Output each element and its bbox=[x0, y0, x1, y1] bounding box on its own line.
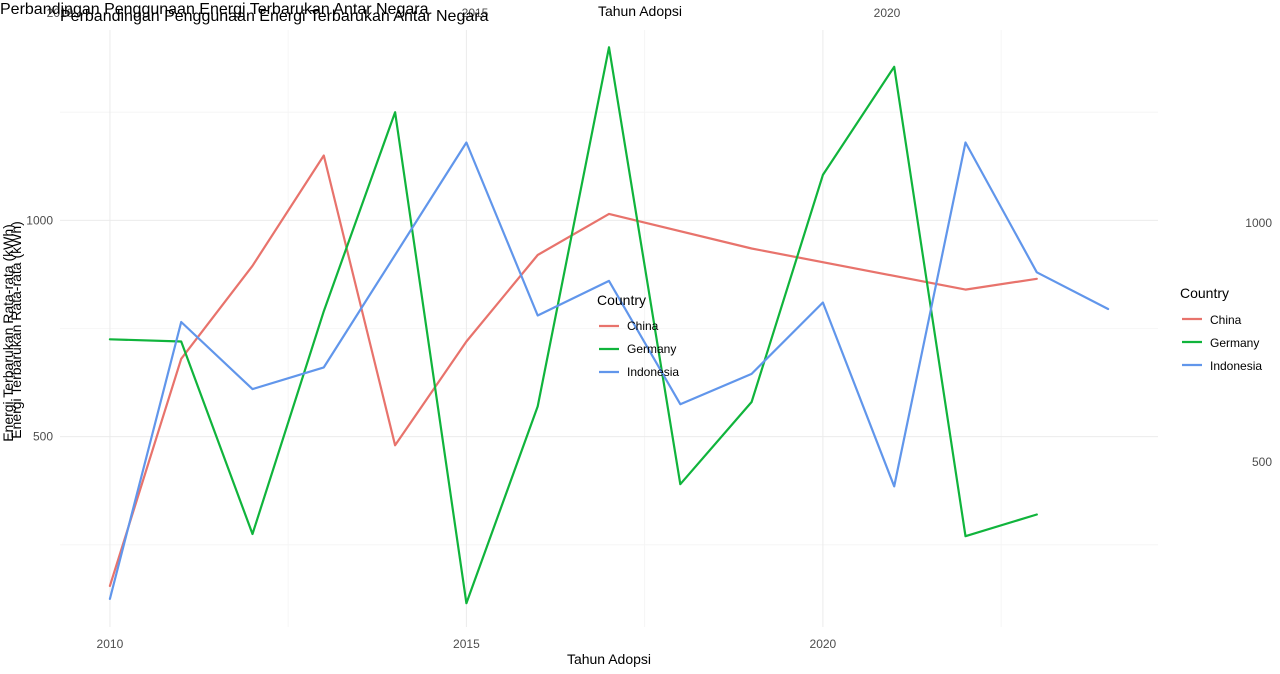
x-tick-label: 2020 bbox=[810, 637, 837, 651]
y-axis-title: Energi Terbarukan Rata-rata (kWh) bbox=[8, 221, 24, 439]
legend: Country China Germany Indonesia bbox=[1180, 285, 1262, 373]
top-tick-label: 2010 bbox=[47, 6, 74, 20]
y-tick-label: 1000 bbox=[26, 213, 53, 227]
series-lines bbox=[108, 46, 1110, 605]
y-tick-label: 500 bbox=[33, 430, 53, 444]
x-tick-label: 2010 bbox=[97, 637, 124, 651]
legend-label: China bbox=[1210, 313, 1242, 327]
right-tick-label: 500 bbox=[1252, 455, 1272, 469]
inner-legend-label: China bbox=[627, 319, 659, 333]
top-tick-label: 2015 bbox=[462, 6, 489, 20]
grid bbox=[60, 30, 1158, 627]
inner-legend-title: Country bbox=[597, 292, 646, 308]
top-axis-title: Tahun Adopsi bbox=[598, 3, 682, 19]
inner-legend: Country China Germany Indonesia bbox=[597, 292, 679, 379]
ghost-y-axis-title: Energi Terbarukan Rata-rata (kWh) bbox=[0, 224, 16, 442]
series-line-germany bbox=[108, 46, 1038, 605]
inner-legend-label: Indonesia bbox=[627, 365, 679, 379]
x-axis-title: Tahun Adopsi bbox=[567, 651, 651, 667]
legend-title: Country bbox=[1180, 285, 1229, 301]
inner-legend-label: Germany bbox=[627, 342, 676, 356]
x-tick-label: 2015 bbox=[453, 637, 480, 651]
right-tick-label: 1000 bbox=[1245, 216, 1272, 230]
top-tick-label: 2020 bbox=[874, 6, 901, 20]
chart-title: Perbandingan Penggunaan Energi Terbaruka… bbox=[60, 8, 489, 25]
series-line-indonesia bbox=[108, 141, 1110, 601]
legend-label: Indonesia bbox=[1210, 359, 1262, 373]
legend-label: Germany bbox=[1210, 336, 1259, 350]
ghost-chart-title: Perbandingan Penggunaan Energi Terbaruka… bbox=[0, 1, 429, 18]
series-line-china bbox=[108, 154, 1038, 588]
